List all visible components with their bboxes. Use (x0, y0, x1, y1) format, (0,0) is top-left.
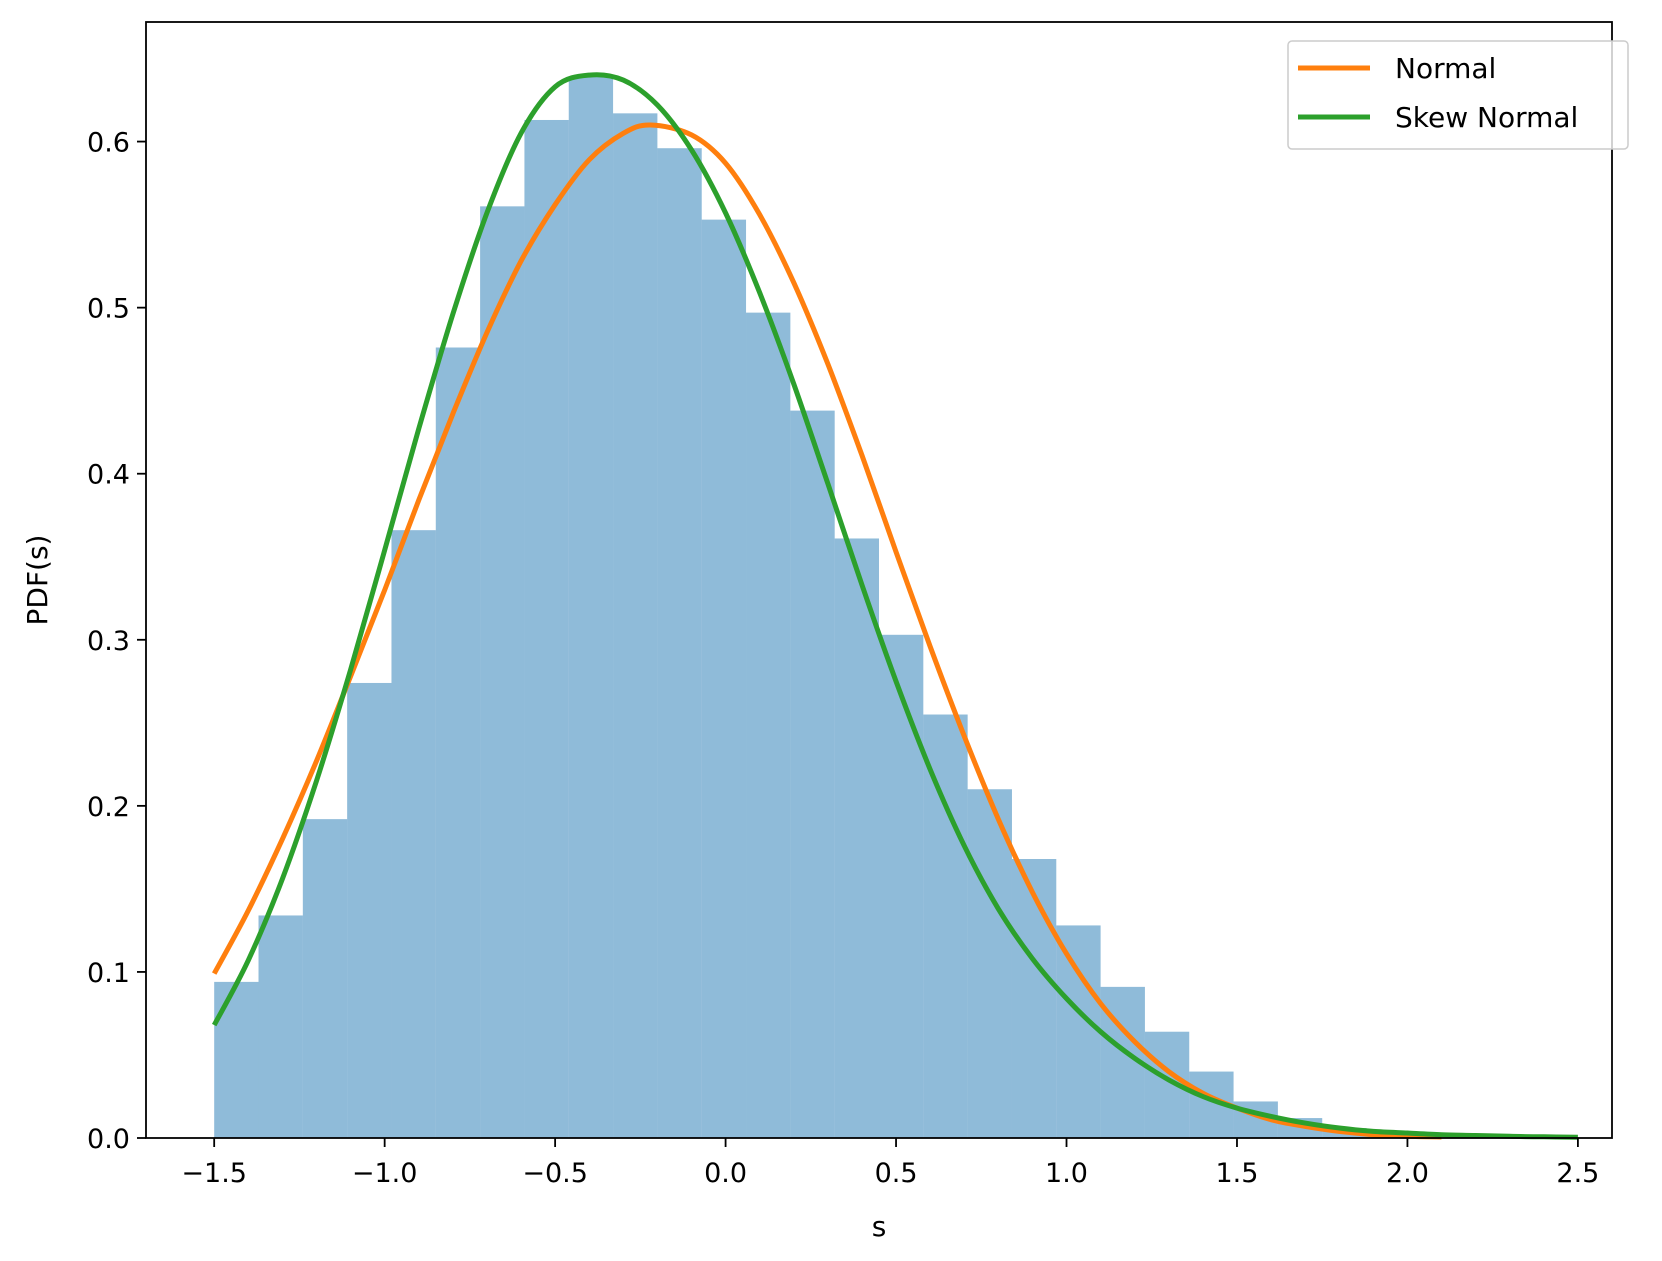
x-tick-label: 0.5 (875, 1158, 918, 1189)
histogram-bars (214, 76, 1411, 1139)
histogram-bar (214, 981, 259, 1138)
histogram-bar (1011, 859, 1057, 1138)
histogram-bar (1056, 925, 1101, 1138)
x-tick-label: 2.0 (1386, 1158, 1429, 1189)
y-axis-ticks: 0.0 0.1 0.2 0.3 0.4 0.5 0.6 (87, 128, 146, 1155)
x-tick-label: −1.5 (181, 1158, 247, 1189)
histogram-bar (657, 148, 702, 1138)
histogram-bar (568, 76, 614, 1138)
histogram-bar (746, 312, 791, 1138)
x-tick-label: 1.5 (1216, 1158, 1259, 1189)
y-tick-label: 0.5 (87, 294, 130, 325)
x-tick-label: 1.0 (1045, 1158, 1088, 1189)
x-tick-label: −1.0 (352, 1158, 418, 1189)
histogram-bar (923, 714, 968, 1138)
legend-label-skew-normal: Skew Normal (1395, 101, 1578, 134)
y-tick-label: 0.1 (87, 958, 130, 989)
histogram-bar (302, 819, 348, 1138)
histogram-bar (834, 538, 879, 1138)
legend: Normal Skew Normal (1287, 40, 1629, 150)
histogram-bar (258, 915, 303, 1138)
histogram-bar (967, 789, 1012, 1138)
histogram-bar (435, 347, 481, 1138)
y-tick-label: 0.0 (87, 1124, 130, 1155)
histogram-bar (391, 530, 436, 1138)
legend-box (1287, 40, 1629, 150)
fit-curves (211, 72, 1578, 1140)
x-tick-label: 2.5 (1556, 1158, 1599, 1189)
y-axis-label: PDF(s) (21, 535, 54, 626)
series-line-skew-normal (211, 72, 1578, 1140)
x-tick-label: −0.5 (522, 1158, 588, 1189)
x-axis-label: s (872, 1210, 887, 1243)
plot-frame (145, 21, 1613, 1139)
histogram-bar (347, 682, 392, 1138)
y-tick-label: 0.6 (87, 128, 130, 159)
histogram-bar (613, 113, 658, 1139)
x-tick-label: 0.0 (704, 1158, 747, 1189)
histogram-bar (790, 410, 835, 1138)
histogram-bar (524, 119, 569, 1139)
legend-label-normal: Normal (1395, 52, 1496, 85)
y-tick-label: 0.2 (87, 792, 130, 823)
histogram-bar (879, 634, 924, 1138)
histogram-bar (701, 219, 747, 1138)
histogram-bar (480, 206, 525, 1138)
y-tick-label: 0.3 (87, 626, 130, 657)
y-tick-label: 0.4 (87, 460, 130, 491)
x-axis-ticks: −1.5 −1.0 −0.5 0.0 0.5 1.0 1.5 2.0 2.5 (181, 1138, 1599, 1189)
